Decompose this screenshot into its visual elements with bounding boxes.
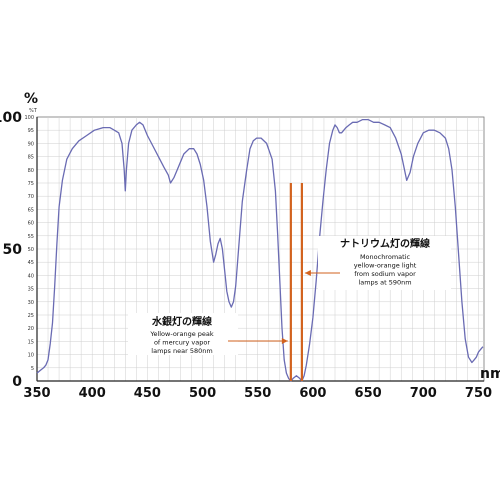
sodium-annotation-line: yellow-orange light — [354, 262, 417, 270]
sodium-annotation-bg — [318, 236, 451, 290]
y-major-tick-label: 0 — [12, 374, 22, 390]
y-minor-tick-label: 85 — [28, 155, 34, 161]
x-tick-label: 450 — [134, 386, 161, 401]
x-tick-label: 750 — [465, 386, 492, 401]
y-major-tick-label: 50 — [3, 242, 23, 258]
transmission-curve — [36, 118, 484, 382]
y-minor-tick-label: 35 — [28, 287, 34, 293]
y-minor-tick-label: 30 — [28, 300, 34, 306]
mercury-annotation-bg — [128, 313, 238, 355]
y-minor-tick-label: 10 — [28, 353, 34, 359]
y-minor-tick-label: 25 — [28, 313, 34, 319]
series-layer — [36, 118, 484, 382]
y-unit-small-label: %T — [29, 108, 38, 114]
x-tick-label: 500 — [189, 386, 216, 401]
y-minor-tick-label: 50 — [28, 247, 34, 253]
x-tick-label: 650 — [355, 386, 382, 401]
mercury-annotation-line: lamps near 580nm — [151, 347, 212, 355]
sodium-annotation-title: ナトリウム灯の輝線 — [340, 237, 430, 250]
x-tick-label: 400 — [79, 386, 106, 401]
x-tick-label: 600 — [299, 386, 326, 401]
mercury-annotation-line: Yellow-orange peak — [149, 330, 214, 338]
y-minor-tick-label: 90 — [28, 141, 34, 147]
y-unit-label: % — [24, 91, 38, 107]
y-minor-tick-label: 100 — [24, 115, 34, 121]
mercury-annotation-arrow-head — [281, 338, 288, 344]
mercury-annotation-line: of mercury vapor — [154, 339, 210, 347]
x-unit-label: nm — [480, 366, 500, 382]
y-minor-tick-label: 60 — [28, 221, 34, 227]
y-minor-tick-label: 55 — [28, 234, 34, 240]
sodium-annotation-line: lamps at 590nm — [358, 279, 411, 287]
y-minor-tick-label: 80 — [28, 168, 34, 174]
y-minor-tick-label: 40 — [28, 273, 34, 279]
y-minor-tick-label: 5 — [31, 366, 34, 372]
x-tick-label: 700 — [410, 386, 437, 401]
y-minor-tick-label: 95 — [28, 128, 34, 134]
y-minor-tick-label: 70 — [28, 194, 34, 200]
x-tick-label: 550 — [244, 386, 271, 401]
axes: 350 400 450 500 550 600 650 700 750 nm 0 50 100 5 10 15… — [0, 91, 500, 401]
y-minor-tick-label: 20 — [28, 326, 34, 332]
x-tick-label: 350 — [23, 386, 50, 401]
mercury-annotation-title: 水銀灯の輝線 — [151, 315, 212, 328]
sodium-annotation-line: Monochromatic — [360, 253, 411, 261]
y-minor-tick-label: 15 — [28, 339, 34, 345]
sodium-annotation-line: from sodium vapor — [354, 270, 416, 278]
y-minor-tick-label: 65 — [28, 207, 34, 213]
marker-layer — [289, 183, 303, 381]
y-major-tick-label: 100 — [0, 110, 22, 126]
y-minor-tick-label: 75 — [28, 181, 34, 187]
y-minor-tick-label: 45 — [28, 260, 34, 266]
sodium-annotation-arrow-head — [304, 270, 311, 276]
